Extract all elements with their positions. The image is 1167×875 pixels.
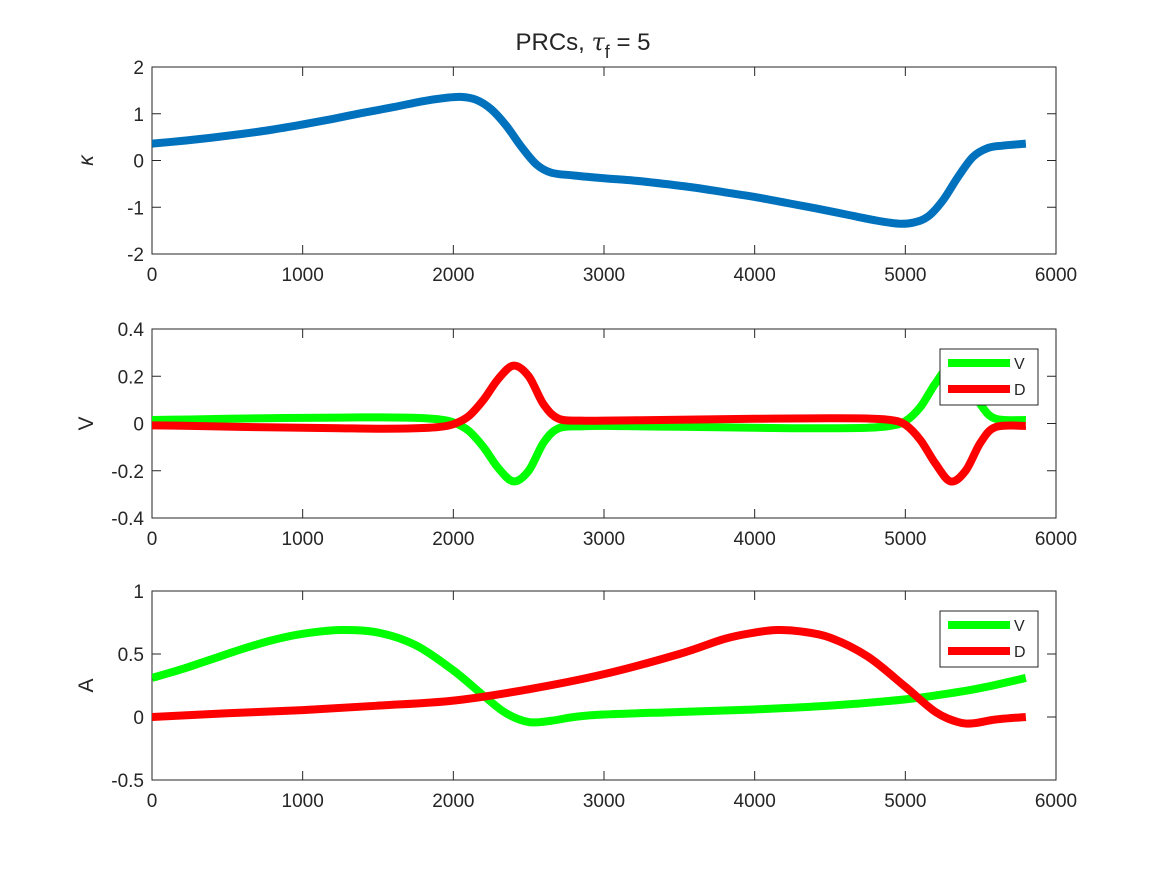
figure-title: PRCs, τf = 5 bbox=[515, 28, 650, 62]
legend-box bbox=[939, 610, 1039, 668]
legend-label-v: V bbox=[1014, 618, 1025, 635]
y-tick-label: -0.2 bbox=[111, 462, 144, 483]
axes-frame bbox=[151, 66, 1057, 255]
series-line-v bbox=[152, 361, 1027, 486]
y-tick-label: 2 bbox=[133, 58, 144, 79]
y-tick-label: -0.5 bbox=[111, 771, 144, 792]
x-tick-label: 5000 bbox=[884, 791, 926, 812]
series-line-kappa bbox=[152, 92, 1027, 228]
x-tick-label: 6000 bbox=[1035, 529, 1077, 550]
x-tick-label: 5000 bbox=[884, 529, 926, 550]
y-tick-label: 0 bbox=[133, 152, 144, 173]
y-tick-label: 1 bbox=[133, 582, 144, 603]
legend-box bbox=[939, 348, 1039, 406]
y-tick-label: 0.2 bbox=[118, 367, 144, 388]
subplot-2: 0 1000 2000 3000 4000 5000 6000 -0.4 -0.2 0 0.2 0.4… bbox=[75, 320, 1077, 550]
y-axis-label: κ bbox=[75, 154, 98, 166]
subplot-1: 0 1000 2000 3000 4000 5000 6000 -2 -1 0 1 2 κ bbox=[75, 58, 1077, 286]
x-tick-label: 4000 bbox=[734, 791, 776, 812]
title-subscript: f bbox=[605, 42, 611, 62]
x-tick-label: 0 bbox=[147, 529, 158, 550]
legend-label-v: V bbox=[1014, 356, 1025, 373]
y-tick-label: -2 bbox=[127, 245, 144, 266]
x-tick-label: 1000 bbox=[282, 791, 324, 812]
x-tick-label: 3000 bbox=[583, 791, 625, 812]
series-line-v bbox=[152, 626, 1027, 727]
legend: VD bbox=[939, 348, 1039, 406]
y-tick-label: 0.4 bbox=[118, 320, 145, 341]
x-tick-label: 0 bbox=[147, 791, 158, 812]
x-tick-label: 6000 bbox=[1035, 791, 1077, 812]
x-tick-label: 3000 bbox=[583, 265, 625, 286]
y-tick-label: -1 bbox=[127, 198, 144, 219]
legend: VD bbox=[939, 610, 1039, 668]
x-tick-label: 4000 bbox=[734, 265, 776, 286]
axes-frame bbox=[151, 590, 1057, 781]
title-tau-symbol: τ bbox=[592, 28, 606, 56]
legend-label-d: D bbox=[1014, 382, 1026, 399]
series-line-d bbox=[152, 625, 1027, 728]
x-tick-label: 2000 bbox=[432, 265, 474, 286]
y-tick-label: 0 bbox=[133, 708, 144, 729]
legend-label-d: D bbox=[1014, 644, 1026, 661]
y-tick-label: 0.5 bbox=[118, 645, 144, 666]
y-axis-label: A bbox=[75, 678, 98, 692]
title-suffix: = 5 bbox=[610, 29, 651, 56]
series-line-d bbox=[152, 361, 1027, 486]
y-tick-label: -0.4 bbox=[111, 509, 144, 530]
x-tick-label: 4000 bbox=[734, 529, 776, 550]
x-tick-label: 2000 bbox=[432, 529, 474, 550]
x-tick-label: 5000 bbox=[884, 265, 926, 286]
x-tick-label: 2000 bbox=[432, 791, 474, 812]
title-prefix: PRCs, bbox=[515, 29, 591, 56]
y-tick-label: 1 bbox=[133, 105, 144, 126]
x-tick-label: 1000 bbox=[282, 265, 324, 286]
y-axis-label: V bbox=[75, 416, 98, 430]
y-tick-label: 0 bbox=[133, 415, 144, 436]
x-tick-label: 3000 bbox=[583, 529, 625, 550]
x-tick-label: 0 bbox=[147, 265, 158, 286]
x-tick-label: 1000 bbox=[282, 529, 324, 550]
x-tick-label: 6000 bbox=[1035, 265, 1077, 286]
